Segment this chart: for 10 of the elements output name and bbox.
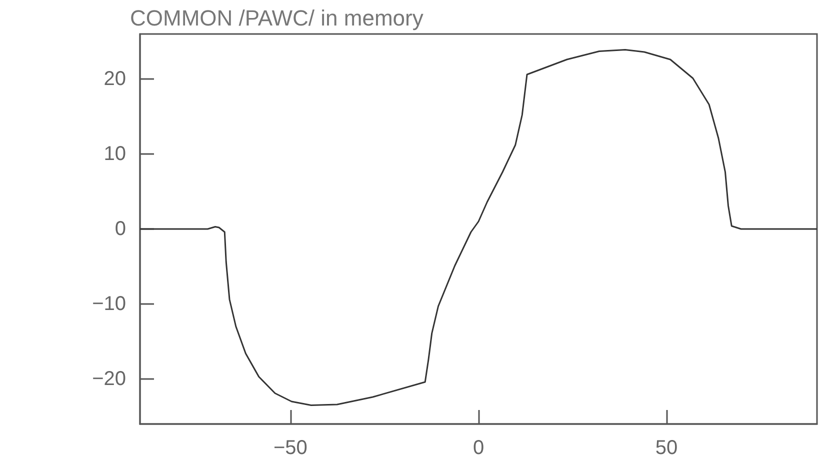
y-tick-label: 20	[104, 68, 126, 90]
y-tick-label: 10	[104, 143, 126, 165]
x-tick-label: 50	[655, 437, 678, 459]
y-tick-label: 0	[114, 218, 126, 240]
line-series	[139, 49, 818, 406]
y-tick-label: −20	[92, 368, 126, 390]
x-tick-label: −50	[273, 437, 308, 459]
x-tick-label: 0	[472, 437, 484, 459]
y-tick-label: −10	[92, 293, 126, 315]
chart-title: COMMON /PAWC/ in memory	[130, 6, 424, 30]
